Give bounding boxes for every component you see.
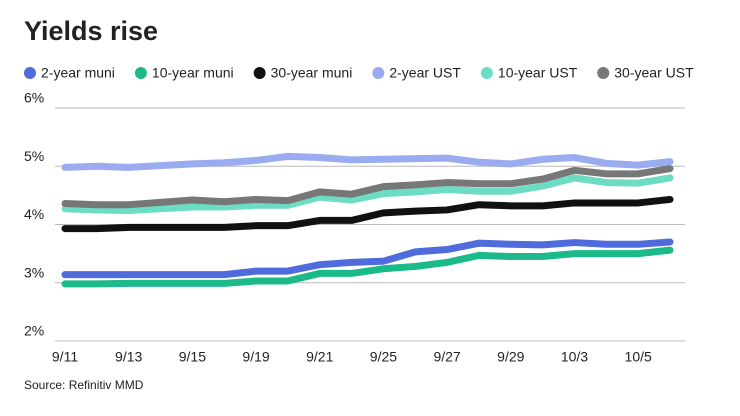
x-tick-label: 10/3	[561, 349, 588, 365]
x-tick-label: 9/25	[370, 349, 397, 365]
x-tick-label: 9/27	[433, 349, 460, 365]
series-line	[61, 246, 674, 288]
legend-label: 2-year muni	[41, 65, 115, 81]
legend-swatch	[134, 67, 147, 79]
y-tick-label: 5%	[24, 148, 44, 164]
legend-label: 10-year UST	[498, 65, 578, 81]
series-line	[61, 174, 674, 215]
series-line	[61, 238, 674, 279]
x-tick-label: 9/15	[179, 349, 206, 365]
x-tick-label: 9/11	[52, 349, 78, 365]
x-tick-label: 9/21	[306, 349, 333, 365]
y-tick-label: 4%	[24, 206, 44, 222]
x-tick-label: 9/29	[497, 349, 524, 365]
y-tick-label: 2%	[24, 323, 44, 339]
x-tick-label: 9/19	[242, 349, 269, 365]
legend-label: 30-year UST	[614, 65, 694, 81]
y-tick-label: 3%	[24, 264, 44, 280]
x-tick-label: 10/5	[625, 349, 652, 365]
legend-swatch	[597, 67, 610, 79]
x-tick-label: 9/13	[115, 349, 142, 365]
series-line	[61, 195, 674, 233]
legend-swatch	[253, 67, 266, 79]
source: Source: Refinitiv MMD	[24, 378, 144, 392]
legend-label: 2-year UST	[389, 65, 461, 81]
legend-swatch	[24, 67, 36, 79]
series-line	[61, 165, 674, 209]
series-line	[61, 152, 674, 171]
legend-swatch	[372, 67, 385, 79]
legend-label: 30-year muni	[271, 65, 353, 81]
legend-swatch	[480, 67, 493, 79]
legend-label: 10-year muni	[152, 65, 234, 81]
chart-title: Yields rise	[24, 16, 158, 46]
y-tick-label: 6%	[24, 90, 44, 106]
